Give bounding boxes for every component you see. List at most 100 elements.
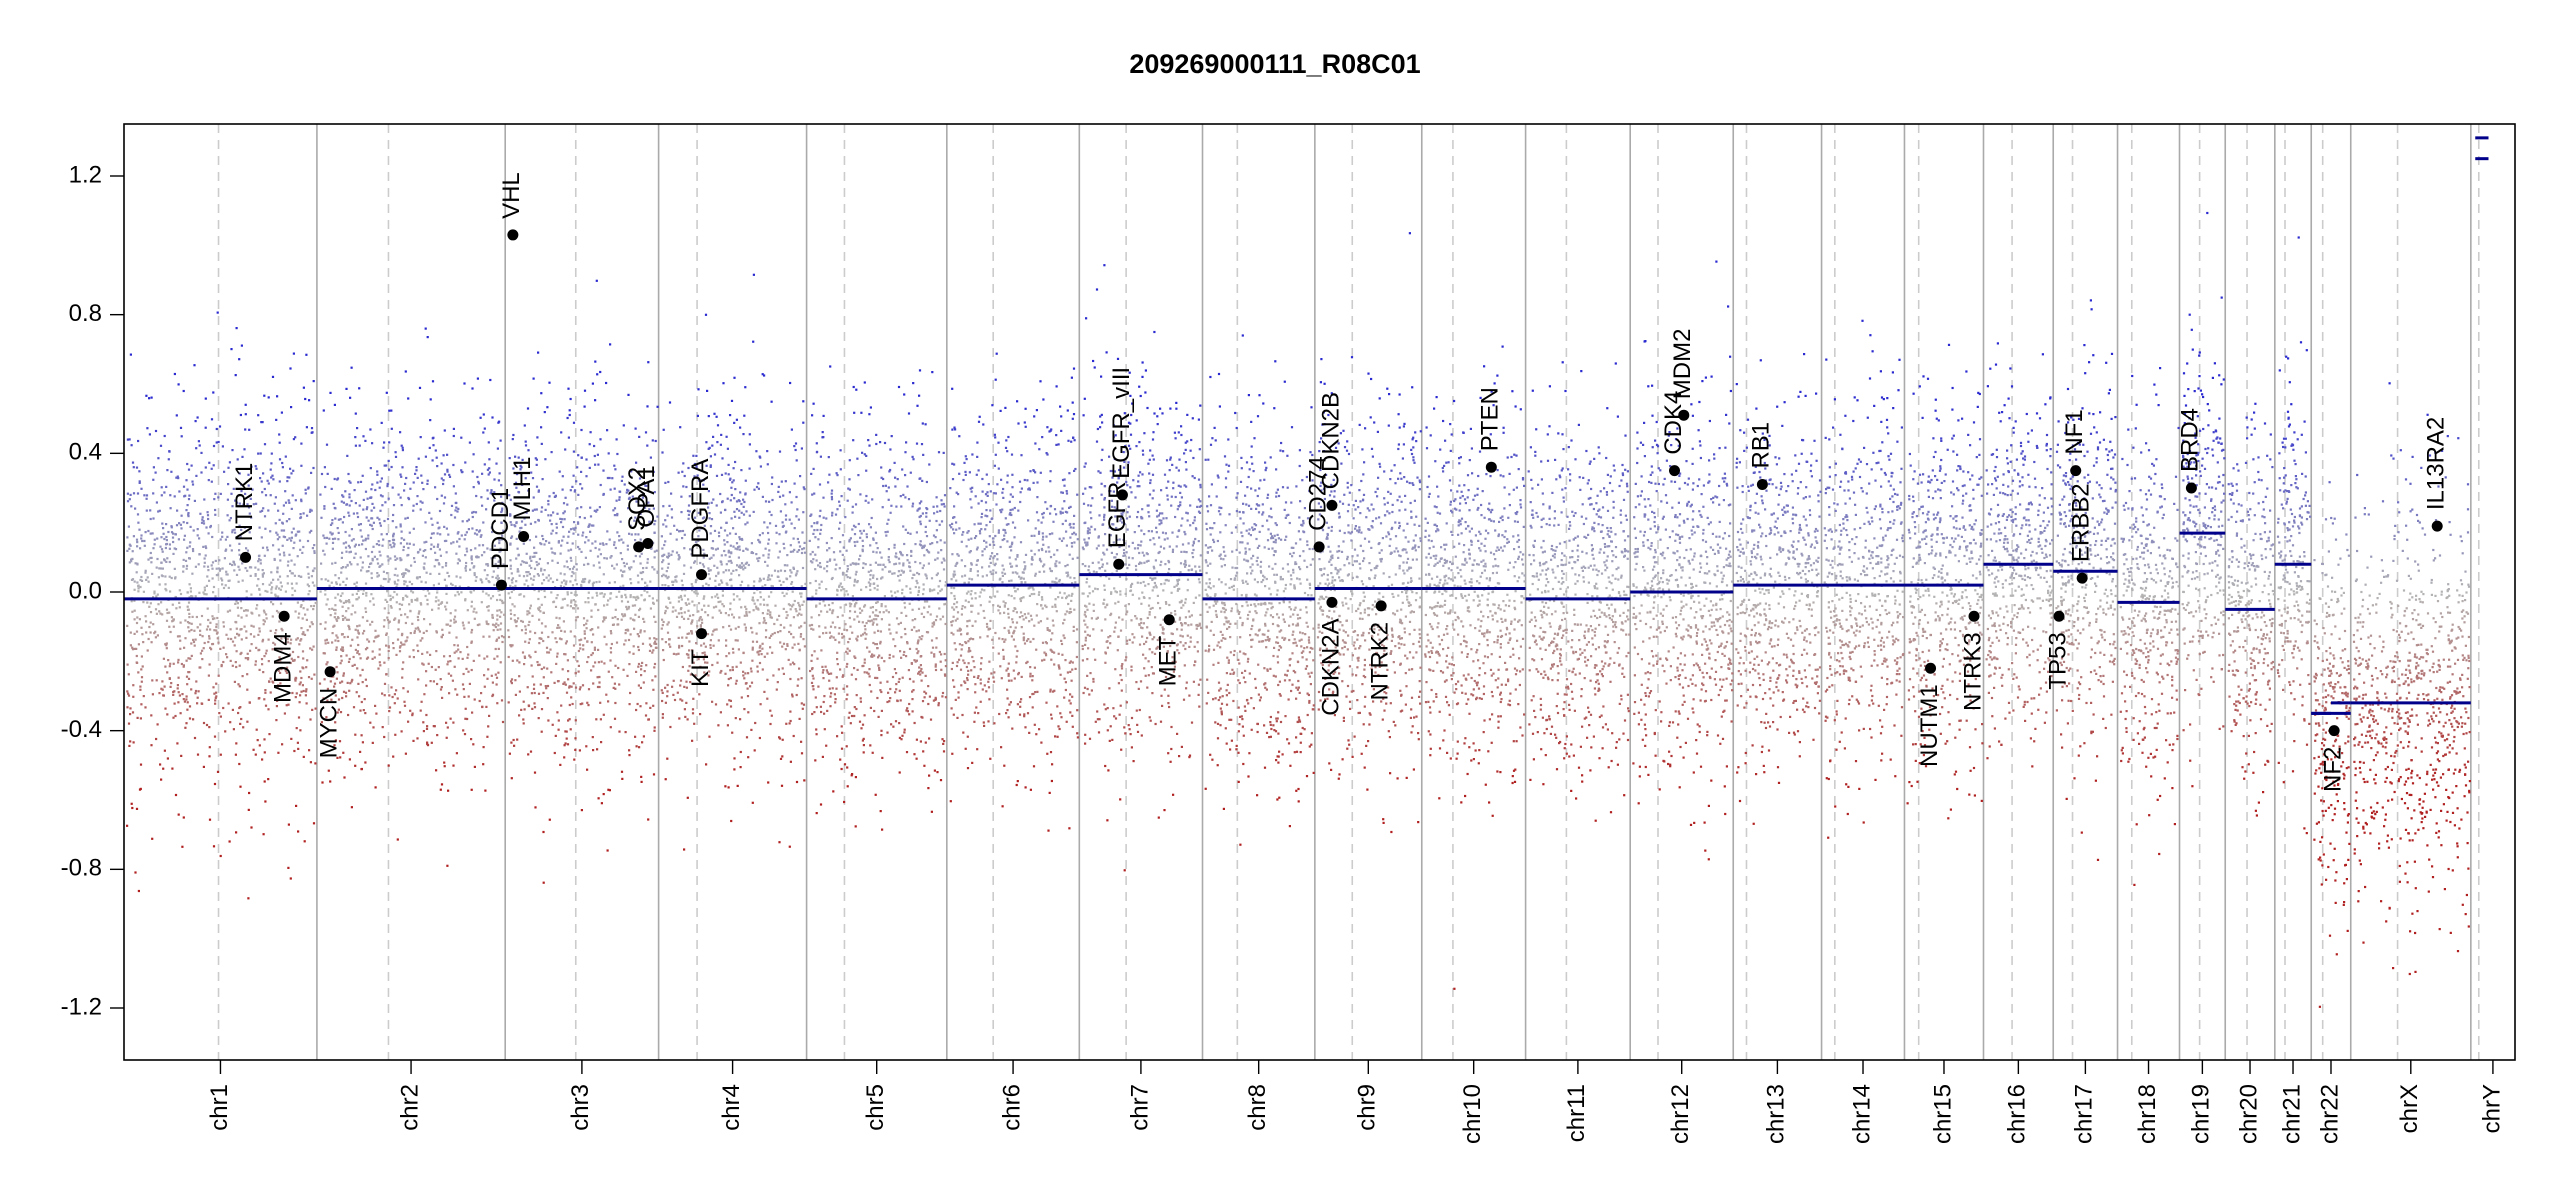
probe-point bbox=[342, 618, 345, 621]
probe-point bbox=[200, 471, 203, 474]
probe-point bbox=[921, 700, 925, 703]
probe-point bbox=[819, 532, 822, 535]
probe-point bbox=[276, 395, 279, 398]
probe-point bbox=[133, 647, 136, 650]
probe-point bbox=[425, 571, 428, 574]
probe-point bbox=[747, 711, 750, 714]
probe-point bbox=[880, 709, 883, 712]
probe-point bbox=[581, 702, 584, 705]
probe-point bbox=[313, 673, 316, 676]
probe-point bbox=[661, 618, 664, 621]
probe-point bbox=[206, 625, 210, 628]
probe-point bbox=[681, 589, 684, 592]
probe-point bbox=[577, 545, 580, 549]
probe-point bbox=[546, 406, 549, 409]
probe-point bbox=[341, 633, 344, 636]
probe-point bbox=[364, 712, 367, 715]
probe-point bbox=[444, 605, 447, 608]
probe-point bbox=[238, 706, 241, 710]
probe-point bbox=[351, 638, 354, 641]
probe-point bbox=[226, 610, 229, 613]
probe-point bbox=[140, 537, 143, 540]
probe-point bbox=[724, 508, 727, 512]
probe-point bbox=[290, 539, 293, 542]
probe-point bbox=[613, 507, 617, 510]
probe-point bbox=[533, 702, 536, 705]
probe-point bbox=[665, 525, 668, 528]
probe-point bbox=[821, 755, 824, 758]
probe-point bbox=[572, 474, 575, 477]
probe-point bbox=[336, 593, 340, 596]
probe-point bbox=[880, 476, 883, 479]
probe-point bbox=[313, 584, 316, 587]
probe-point bbox=[196, 702, 199, 705]
probe-point bbox=[330, 487, 333, 490]
probe-point bbox=[303, 840, 306, 843]
probe-point bbox=[664, 519, 667, 522]
probe-point bbox=[580, 638, 583, 641]
probe-point bbox=[944, 665, 947, 668]
probe-point bbox=[446, 663, 449, 666]
probe-point bbox=[602, 469, 605, 472]
probe-point bbox=[130, 444, 133, 447]
probe-point bbox=[813, 492, 816, 495]
probe-point bbox=[766, 612, 769, 615]
probe-point bbox=[514, 525, 517, 528]
probe-point bbox=[439, 678, 442, 681]
probe-point bbox=[499, 598, 502, 601]
probe-point bbox=[627, 638, 631, 642]
probe-point bbox=[166, 671, 169, 674]
probe-point bbox=[699, 624, 702, 627]
probe-point bbox=[461, 520, 464, 523]
probe-point bbox=[362, 592, 365, 595]
probe-point bbox=[747, 672, 750, 675]
probe-point bbox=[707, 674, 710, 677]
probe-point bbox=[429, 680, 432, 683]
probe-point bbox=[297, 655, 300, 659]
probe-point bbox=[140, 626, 143, 629]
probe-point bbox=[131, 461, 135, 464]
probe-point bbox=[129, 740, 132, 743]
probe-point bbox=[201, 518, 204, 521]
probe-point bbox=[755, 640, 759, 643]
probe-point bbox=[515, 625, 518, 628]
probe-point bbox=[919, 740, 922, 743]
probe-point bbox=[399, 431, 402, 434]
probe-point bbox=[664, 612, 667, 615]
probe-point bbox=[247, 506, 251, 509]
probe-point bbox=[836, 508, 839, 511]
probe-point bbox=[691, 585, 694, 588]
probe-point bbox=[620, 596, 623, 599]
probe-point bbox=[360, 569, 363, 572]
probe-point bbox=[469, 568, 472, 571]
probe-point bbox=[255, 607, 258, 610]
probe-point bbox=[542, 538, 545, 541]
probe-point bbox=[136, 492, 140, 495]
probe-point bbox=[401, 632, 404, 635]
probe-point bbox=[264, 527, 267, 530]
probe-point bbox=[191, 480, 194, 483]
probe-point bbox=[575, 583, 578, 586]
probe-point bbox=[276, 699, 279, 702]
probe-point bbox=[335, 634, 338, 637]
probe-point bbox=[491, 623, 495, 626]
probe-point bbox=[287, 499, 290, 502]
probe-point bbox=[915, 659, 918, 662]
probe-point bbox=[813, 711, 816, 714]
probe-point bbox=[523, 655, 526, 658]
probe-point bbox=[587, 525, 590, 528]
probe-point bbox=[313, 551, 316, 554]
probe-point bbox=[553, 552, 556, 555]
probe-point bbox=[831, 610, 834, 613]
probe-point bbox=[411, 591, 415, 594]
probe-point bbox=[401, 449, 404, 452]
probe-point bbox=[299, 729, 302, 732]
probe-point bbox=[207, 479, 210, 482]
probe-point bbox=[789, 575, 792, 578]
probe-point bbox=[131, 610, 134, 613]
probe-point bbox=[233, 569, 236, 572]
probe-point bbox=[294, 696, 297, 699]
probe-point bbox=[881, 506, 884, 509]
probe-point bbox=[514, 584, 517, 587]
probe-point bbox=[630, 533, 633, 536]
